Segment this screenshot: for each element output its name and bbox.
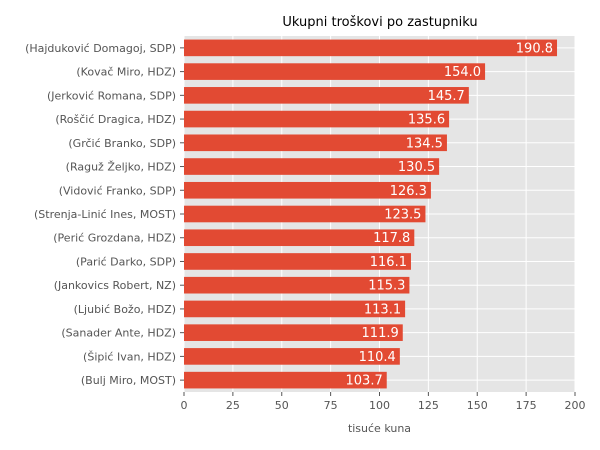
x-tick-label: 0 xyxy=(181,399,188,412)
bar xyxy=(184,134,447,152)
bar xyxy=(184,87,469,104)
x-tick-label: 100 xyxy=(369,399,390,412)
bar-value-label: 154.0 xyxy=(444,65,481,80)
y-tick-label: (Šipić Ivan, HDZ) xyxy=(83,350,176,363)
bar xyxy=(184,229,415,247)
bar-value-label: 130.5 xyxy=(398,160,435,175)
y-tick-label: (Sanader Ante, HDZ) xyxy=(61,327,176,340)
bar xyxy=(184,324,403,341)
y-axis: (Hajduković Domagoj, SDP) (Kovač Miro, HD… xyxy=(25,42,184,387)
x-axis-label: tisuće kuna xyxy=(348,422,411,435)
x-tick-label: 25 xyxy=(226,399,240,412)
bar xyxy=(184,205,426,223)
bar xyxy=(184,63,486,80)
bar-value-label: 113.1 xyxy=(364,302,401,317)
bar xyxy=(184,253,411,270)
y-tick-label: (Jerković Romana, SDP) xyxy=(47,89,176,102)
y-tick-label: (Jankovics Robert, NZ) xyxy=(54,279,176,292)
bar-layer xyxy=(184,39,558,389)
data-label-layer: 190.8 154.0 145.7 135.6 134.5 130.5 126.3 123.5… xyxy=(346,41,553,388)
bar-value-label: 116.1 xyxy=(370,255,407,270)
bar xyxy=(184,39,558,57)
y-tick-label: (Vidović Franko, SDP) xyxy=(59,184,176,197)
bar-value-label: 110.4 xyxy=(359,350,396,365)
bar xyxy=(184,276,410,294)
x-axis: 0 25 50 75 100 125 150 175 200 xyxy=(181,392,586,412)
bar-value-label: 134.5 xyxy=(406,136,443,151)
bar-value-label: 117.8 xyxy=(373,231,410,246)
y-tick-label: (Strenja-Linić Ines, MOST) xyxy=(34,208,176,221)
bar xyxy=(184,348,400,365)
y-tick-label: (Grčić Branko, SDP) xyxy=(68,137,176,150)
bar xyxy=(184,300,406,318)
bar xyxy=(184,158,440,175)
y-tick-label: (Kovač Miro, HDZ) xyxy=(76,66,176,79)
x-tick-label: 125 xyxy=(418,399,439,412)
bar-value-label: 126.3 xyxy=(390,184,427,199)
y-tick-label: (Perić Grozdana, HDZ) xyxy=(53,232,176,245)
bar-value-label: 123.5 xyxy=(384,208,421,223)
y-tick-label: (Bulj Miro, MOST) xyxy=(81,374,176,387)
x-tick-label: 50 xyxy=(275,399,289,412)
x-tick-label: 150 xyxy=(467,399,488,412)
bar-value-label: 135.6 xyxy=(408,113,445,128)
chart-title: Ukupni troškovi po zastupniku xyxy=(282,15,477,30)
bar-value-label: 145.7 xyxy=(428,89,465,104)
y-tick-label: (Raguž Željko, HDZ) xyxy=(66,161,176,174)
x-tick-label: 175 xyxy=(516,399,537,412)
y-tick-label: (Parić Darko, SDP) xyxy=(76,255,176,268)
bar-value-label: 115.3 xyxy=(368,279,405,294)
y-tick-label: (Hajduković Domagoj, SDP) xyxy=(25,42,176,55)
y-tick-label: (Ljubić Božo, HDZ) xyxy=(74,303,176,316)
bar xyxy=(184,181,431,199)
bar xyxy=(184,371,387,389)
bar-value-label: 103.7 xyxy=(346,374,383,389)
bar-value-label: 190.8 xyxy=(516,41,553,56)
x-tick-label: 200 xyxy=(565,399,586,412)
y-tick-label: (Roščić Dragica, HDZ) xyxy=(55,113,176,126)
x-tick-label: 75 xyxy=(324,399,338,412)
bar-value-label: 111.9 xyxy=(362,326,399,341)
bar xyxy=(184,110,450,128)
